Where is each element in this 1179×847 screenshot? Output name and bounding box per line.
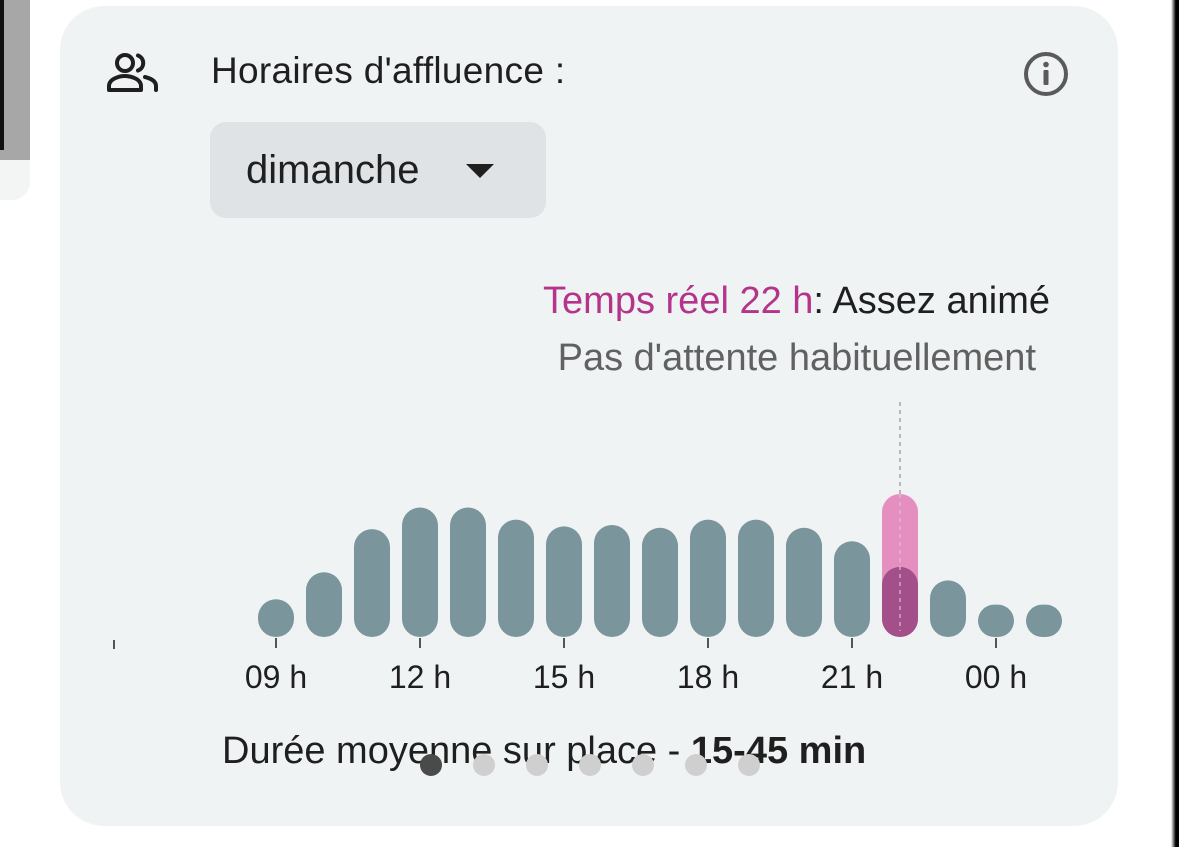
live-status-line: Temps réel 22 h: Assez animé (543, 280, 1050, 323)
live-label: Temps réel 22 h (543, 280, 814, 322)
page-dot[interactable] (473, 754, 495, 776)
wait-info: Pas d'attente habituellement (557, 337, 1036, 379)
live-separator: : (813, 280, 824, 322)
page-dot[interactable] (685, 754, 707, 776)
popular-times-title: Horaires d'affluence : (211, 50, 566, 91)
background-panel (0, 160, 30, 200)
day-dropdown[interactable]: dimanche (210, 122, 546, 218)
page-dot[interactable] (738, 754, 760, 776)
page-indicator (420, 754, 760, 778)
people-icon (107, 53, 158, 92)
background-edge (0, 0, 4, 150)
average-duration: Durée moyenne sur place - 15-45 min (222, 730, 866, 773)
info-icon[interactable] (1022, 50, 1070, 98)
page-dot[interactable] (526, 754, 548, 776)
caret-down-icon (466, 164, 494, 178)
background-fragment (0, 0, 30, 160)
page-dot[interactable] (632, 754, 654, 776)
live-status: Assez animé (832, 280, 1050, 322)
page-dot[interactable] (420, 754, 442, 776)
duration-value: 15-45 min (690, 730, 867, 772)
screen-edge (1171, 0, 1179, 847)
day-dropdown-value: dimanche (246, 148, 420, 192)
page-dot[interactable] (579, 754, 601, 776)
duration-label: Durée moyenne sur place - (222, 730, 691, 772)
